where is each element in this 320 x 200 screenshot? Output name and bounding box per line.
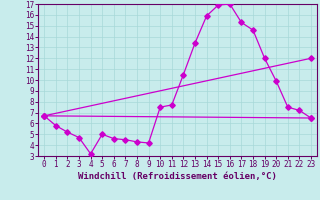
X-axis label: Windchill (Refroidissement éolien,°C): Windchill (Refroidissement éolien,°C) [78, 172, 277, 181]
